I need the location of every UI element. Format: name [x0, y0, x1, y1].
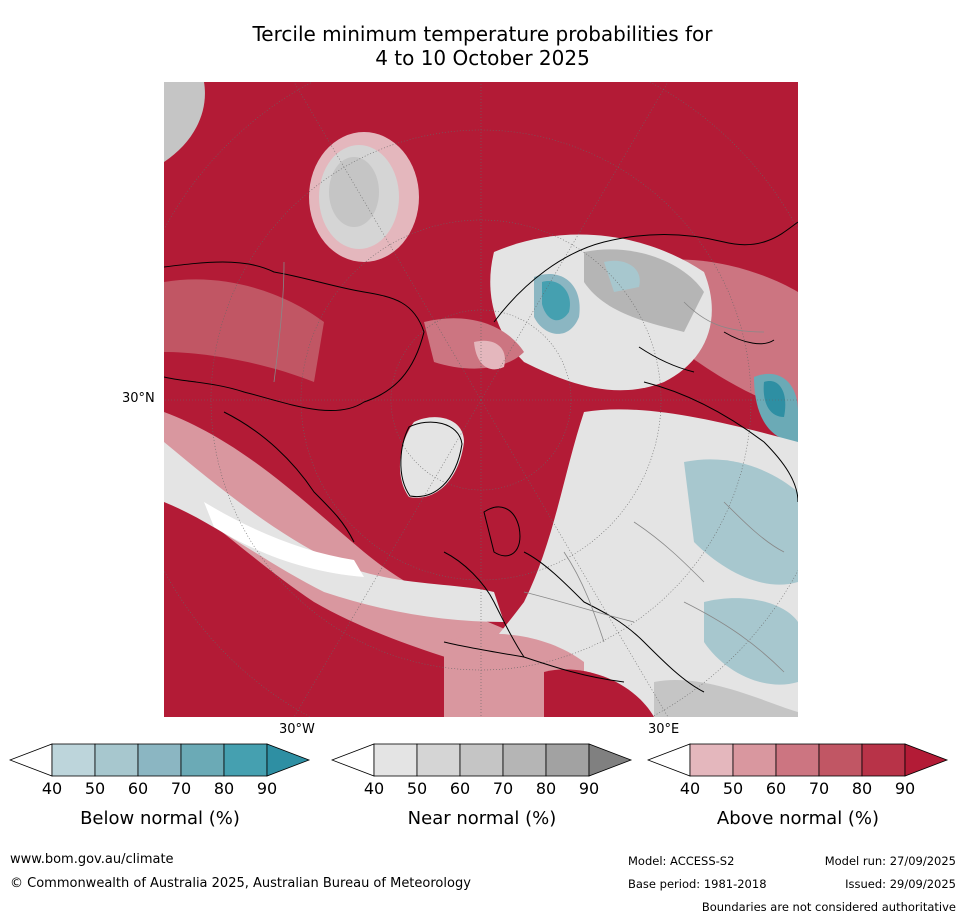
cb-tick: 70 — [808, 779, 830, 798]
white-atlantic-strip — [204, 502, 364, 577]
title-line-1: Tercile minimum temperature probabilitie… — [252, 22, 713, 46]
probability-map — [164, 82, 798, 717]
chart-title: Tercile minimum temperature probabilitie… — [0, 22, 965, 70]
colorbar-below-normal-graphic — [9, 743, 311, 777]
colorbar-right-extend — [588, 743, 633, 777]
cb-tick: 70 — [492, 779, 514, 798]
colorbar-near-normal-label: Near normal (%) — [407, 808, 557, 829]
colorbar-above-normal-ticks: 40 50 60 70 80 90 — [647, 777, 949, 798]
above-normal-arctic-light — [474, 340, 505, 370]
colorbar-segment — [180, 743, 225, 777]
cb-tick: 50 — [406, 779, 428, 798]
map-graphic — [164, 82, 798, 717]
footer-base-period: Base period: 1981-2018 — [628, 877, 767, 891]
near-normal-arabia — [654, 679, 798, 717]
colorbar-near-normal-graphic — [331, 743, 633, 777]
below-normal-central-asia — [684, 459, 798, 585]
title-line-2: 4 to 10 October 2025 — [375, 46, 590, 70]
colorbar-segment — [861, 743, 906, 777]
above-normal-africa — [544, 669, 654, 717]
cb-tick: 90 — [256, 779, 278, 798]
colorbar-right-extend — [904, 743, 949, 777]
colorbar-segment — [689, 743, 734, 777]
colorbar-left-extend — [647, 743, 691, 777]
cb-tick: 50 — [722, 779, 744, 798]
colorbar-segment — [502, 743, 547, 777]
colorbar-below-normal-ticks: 40 50 60 70 80 90 — [9, 777, 311, 798]
colorbar-left-extend — [331, 743, 375, 777]
cb-tick: 50 — [84, 779, 106, 798]
colorbar-near-normal-ticks: 40 50 60 70 80 90 — [331, 777, 633, 798]
colorbar-left-extend — [9, 743, 53, 777]
colorbar-segment — [775, 743, 820, 777]
cb-tick: 80 — [535, 779, 557, 798]
colorbar-segment — [137, 743, 182, 777]
colorbar-segment — [459, 743, 504, 777]
colorbar-segment — [818, 743, 863, 777]
footer-model-run: Model run: 27/09/2025 — [824, 854, 956, 868]
cb-tick: 60 — [449, 779, 471, 798]
cb-tick: 90 — [894, 779, 916, 798]
longitude-label-30w: 30°W — [279, 722, 315, 737]
cb-tick: 70 — [170, 779, 192, 798]
colorbar-segment — [223, 743, 268, 777]
colorbar-segment — [373, 743, 418, 777]
below-normal-siberia-core — [542, 281, 570, 321]
below-normal-east-asia-core — [763, 381, 786, 417]
colorbar-segment — [94, 743, 139, 777]
cb-tick: 80 — [213, 779, 235, 798]
longitude-label-30e: 30°E — [648, 722, 680, 737]
above-normal-band — [164, 279, 324, 382]
colorbar-near-normal: 40 50 60 70 80 90 — [331, 743, 633, 798]
cb-tick: 90 — [578, 779, 600, 798]
colorbar-right-extend — [266, 743, 311, 777]
footer-url: www.bom.gov.au/climate — [10, 852, 174, 867]
latitude-label-30n: 30°N — [122, 391, 155, 406]
cb-tick: 80 — [851, 779, 873, 798]
country-borders — [273, 261, 785, 673]
colorbar-segment — [51, 743, 96, 777]
cb-tick: 40 — [679, 779, 701, 798]
colorbar-above-normal-label: Above normal (%) — [716, 808, 880, 829]
cb-tick: 40 — [41, 779, 63, 798]
footer-copyright: © Commonwealth of Australia 2025, Austra… — [10, 876, 471, 891]
colorbar-above-normal-graphic — [647, 743, 949, 777]
cb-tick: 60 — [127, 779, 149, 798]
colorbar-below-normal-label: Below normal (%) — [80, 808, 240, 829]
colorbar-segment — [732, 743, 777, 777]
near-normal-pacific-core — [329, 157, 379, 227]
colorbar-below-normal: 40 50 60 70 80 90 — [9, 743, 311, 798]
graticule — [164, 82, 798, 717]
near-normal-greenland — [399, 417, 464, 498]
cb-tick: 40 — [363, 779, 385, 798]
colorbar-above-normal: 40 50 60 70 80 90 — [647, 743, 949, 798]
footer-disclaimer: Boundaries are not considered authoritat… — [701, 900, 956, 914]
coastlines — [164, 221, 798, 693]
cb-tick: 60 — [765, 779, 787, 798]
near-normal-top-left — [164, 82, 205, 162]
footer-model: Model: ACCESS-S2 — [628, 854, 735, 868]
colorbar-segment — [416, 743, 461, 777]
colorbar-segment — [545, 743, 590, 777]
footer-issued: Issued: 29/09/2025 — [845, 877, 956, 891]
below-normal-patch — [604, 260, 640, 292]
